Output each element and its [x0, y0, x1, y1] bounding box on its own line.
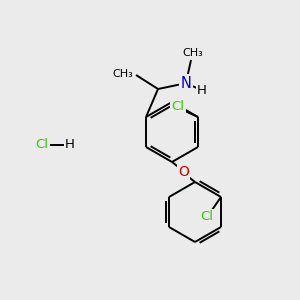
- Text: CH₃: CH₃: [112, 69, 133, 79]
- Text: Cl: Cl: [200, 211, 214, 224]
- Text: H: H: [197, 85, 207, 98]
- Text: O: O: [178, 165, 189, 179]
- Text: CH₃: CH₃: [183, 48, 203, 58]
- Text: H: H: [65, 139, 75, 152]
- Text: Cl: Cl: [172, 100, 184, 113]
- Text: Cl: Cl: [35, 139, 49, 152]
- Text: N: N: [181, 76, 191, 91]
